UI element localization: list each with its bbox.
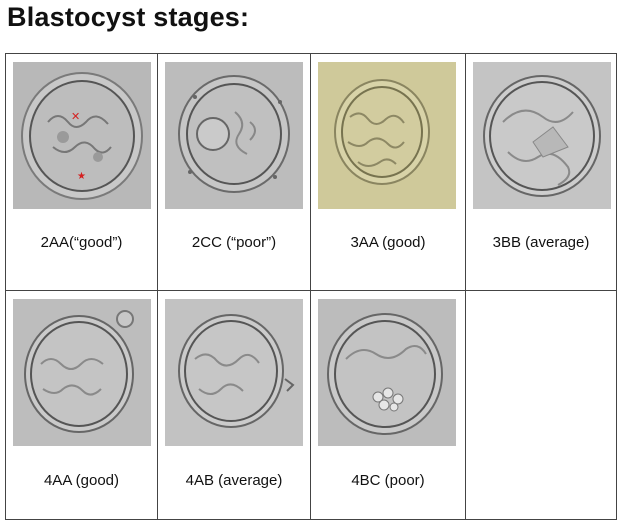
grid-cell: 4BC (poor) [310, 290, 466, 520]
grid-cell: 3AA (good) [310, 53, 466, 291]
grid-cell: 4AA (good) [5, 290, 158, 520]
blastocyst-3aa-image [318, 62, 456, 209]
blastocyst-grid: ✕ ★ 2AA(“good”) [5, 53, 617, 520]
stage-label: 4AA (good) [43, 472, 120, 489]
svg-text:✕: ✕ [71, 110, 80, 123]
svg-text:★: ★ [77, 171, 86, 182]
blastocyst-4ab-image [165, 299, 303, 446]
grid-row: ✕ ★ 2AA(“good”) [5, 53, 617, 291]
grid-cell-empty [465, 290, 617, 520]
blastocyst-2cc-image [165, 62, 303, 209]
stage-label: 2AA(“good”) [40, 234, 123, 251]
grid-cell: 2CC (“poor”) [157, 53, 311, 291]
stage-label: 3AA (good) [350, 234, 426, 251]
grid-row: 4AA (good) 4AB (average) [5, 290, 617, 520]
blastocyst-2aa-image: ✕ ★ [13, 62, 151, 209]
grid-cell: 4AB (average) [157, 290, 311, 520]
grid-cell: 3BB (average) [465, 53, 617, 291]
grid-cell: ✕ ★ 2AA(“good”) [5, 53, 158, 291]
stage-label: 2CC (“poor”) [191, 234, 277, 251]
page-title: Blastocyst stages: [7, 2, 250, 32]
blastocyst-3bb-image [473, 62, 611, 209]
stage-label: 4AB (average) [185, 472, 283, 489]
stage-label: 3BB (average) [492, 234, 590, 251]
blastocyst-4bc-image [318, 299, 456, 446]
stage-label: 4BC (poor) [351, 472, 425, 489]
blastocyst-4aa-image [13, 299, 151, 446]
